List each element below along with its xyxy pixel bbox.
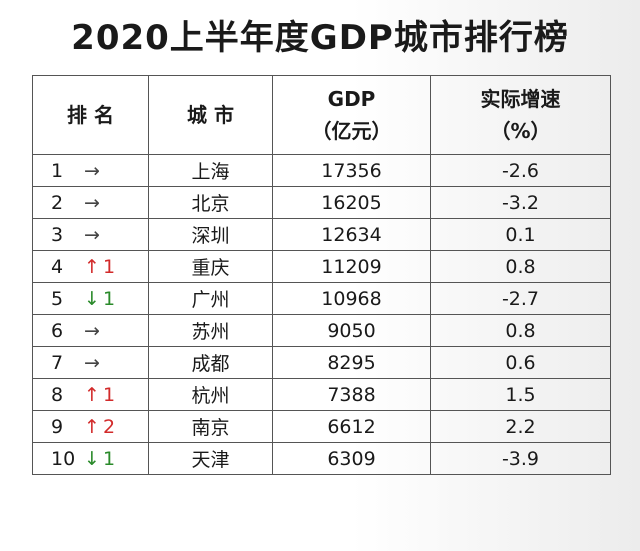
city: 杭州 <box>148 378 273 411</box>
rank-arrow: ↓ <box>84 287 100 310</box>
table-row: 9 ↑ 2 南京 6612 2.2 <box>32 410 611 443</box>
rank: 2 <box>51 191 64 214</box>
rank-cell: 9 ↑ 2 <box>32 410 149 443</box>
city: 北京 <box>148 186 273 219</box>
gdp: 6612 <box>272 410 431 443</box>
growth: -2.7 <box>430 282 611 315</box>
title: 2020上半年度GDP城市排行榜 <box>71 18 569 58</box>
gdp: 12634 <box>272 218 431 251</box>
rank-cell: 10 ↓ 1 <box>32 442 149 475</box>
header-cell: 实际增速 （%） <box>430 75 611 155</box>
table-row: 8 ↑ 1 杭州 7388 1.5 <box>32 378 611 411</box>
header-text: （%） <box>490 119 551 143</box>
header-row: 排 名 城 市 GDP （亿元） 实际增速 （%） <box>32 75 611 155</box>
rank: 10 <box>51 447 76 470</box>
rank-arrow: → <box>84 319 100 342</box>
city: 深圳 <box>148 218 273 251</box>
table-row: 1 → 上海 17356 -2.6 <box>32 154 611 187</box>
rank: 9 <box>51 415 64 438</box>
rank-cell: 1 → <box>32 154 149 187</box>
growth: 0.1 <box>430 218 611 251</box>
rank-arrow: ↑ <box>84 255 100 278</box>
rank-arrow: → <box>84 223 100 246</box>
table-row: 10 ↓ 1 天津 6309 -3.9 <box>32 442 611 475</box>
table-row: 3 → 深圳 12634 0.1 <box>32 218 611 251</box>
gdp: 6309 <box>272 442 431 475</box>
rank-cell: 8 ↑ 1 <box>32 378 149 411</box>
rank-arrow: → <box>84 351 100 374</box>
header-cell: 排 名 <box>32 75 149 155</box>
table-row: 5 ↓ 1 广州 10968 -2.7 <box>32 282 611 315</box>
rank-change: 1 <box>103 447 116 470</box>
ranking-table: 排 名城 市 GDP （亿元） 实际增速 （%） 1 → 上海 17356 -2.6 2 → 北京 16… <box>32 75 611 475</box>
rank-change: 1 <box>103 255 116 278</box>
rank-arrow: → <box>84 159 100 182</box>
header-text: 城 市 <box>187 103 234 127</box>
header-text: （亿元） <box>311 119 392 143</box>
city: 上海 <box>148 154 273 187</box>
rank: 7 <box>51 351 64 374</box>
growth: 0.8 <box>430 250 611 283</box>
header-text: 排 名 <box>67 103 114 127</box>
rank: 8 <box>51 383 64 406</box>
rank-cell: 3 → <box>32 218 149 251</box>
rank-cell: 5 ↓ 1 <box>32 282 149 315</box>
table-row: 2 → 北京 16205 -3.2 <box>32 186 611 219</box>
growth: 0.6 <box>430 346 611 379</box>
rank: 3 <box>51 223 64 246</box>
rank-arrow: ↓ <box>84 447 100 470</box>
gdp: 10968 <box>272 282 431 315</box>
gdp: 9050 <box>272 314 431 347</box>
city: 广州 <box>148 282 273 315</box>
city: 苏州 <box>148 314 273 347</box>
rank-cell: 7 → <box>32 346 149 379</box>
rank: 4 <box>51 255 64 278</box>
city: 重庆 <box>148 250 273 283</box>
rank-arrow: ↑ <box>84 415 100 438</box>
table-row: 4 ↑ 1 重庆 11209 0.8 <box>32 250 611 283</box>
table-row: 6 → 苏州 9050 0.8 <box>32 314 611 347</box>
growth: 2.2 <box>430 410 611 443</box>
growth: -3.2 <box>430 186 611 219</box>
gdp: 8295 <box>272 346 431 379</box>
rank: 6 <box>51 319 64 342</box>
rank: 5 <box>51 287 64 310</box>
gdp: 17356 <box>272 154 431 187</box>
gdp: 16205 <box>272 186 431 219</box>
gdp: 7388 <box>272 378 431 411</box>
table-body: 1 → 上海 17356 -2.6 2 → 北京 16205 -3.2 3 → 深圳 12634 0.1 4 ↑… <box>32 154 611 475</box>
growth: -3.9 <box>430 442 611 475</box>
growth: -2.6 <box>430 154 611 187</box>
growth: 1.5 <box>430 378 611 411</box>
header-text: GDP <box>327 87 376 111</box>
rank: 1 <box>51 159 64 182</box>
header-text: 实际增速 <box>480 87 561 111</box>
rank-cell: 2 → <box>32 186 149 219</box>
rank-cell: 4 ↑ 1 <box>32 250 149 283</box>
growth: 0.8 <box>430 314 611 347</box>
gdp: 11209 <box>272 250 431 283</box>
rank-arrow: → <box>84 191 100 214</box>
rank-cell: 6 → <box>32 314 149 347</box>
rank-change: 1 <box>103 383 116 406</box>
rank-change: 2 <box>103 415 116 438</box>
rank-change: 1 <box>103 287 116 310</box>
rank-arrow: ↑ <box>84 383 100 406</box>
header-cell: GDP （亿元） <box>272 75 431 155</box>
table-row: 7 → 成都 8295 0.6 <box>32 346 611 379</box>
header-cell: 城 市 <box>148 75 273 155</box>
city: 成都 <box>148 346 273 379</box>
city: 天津 <box>148 442 273 475</box>
city: 南京 <box>148 410 273 443</box>
